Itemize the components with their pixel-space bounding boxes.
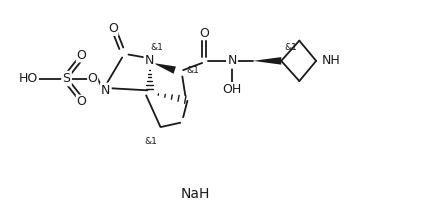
Text: &1: &1 [285,43,298,52]
Text: O: O [199,27,209,40]
Polygon shape [153,63,176,74]
Text: O: O [76,49,86,62]
Text: &1: &1 [151,43,164,52]
Text: O: O [88,72,98,85]
Text: NH: NH [322,54,341,67]
Text: O: O [108,22,118,35]
Text: N: N [145,54,154,67]
Text: O: O [76,95,86,108]
Text: &1: &1 [187,66,200,75]
Text: &1: &1 [144,137,157,146]
Text: HO: HO [19,72,38,85]
Text: N: N [101,84,111,97]
Text: N: N [227,54,237,67]
Text: NaH: NaH [180,187,210,201]
Polygon shape [253,57,281,65]
Text: OH: OH [222,83,241,95]
Text: S: S [63,72,70,85]
